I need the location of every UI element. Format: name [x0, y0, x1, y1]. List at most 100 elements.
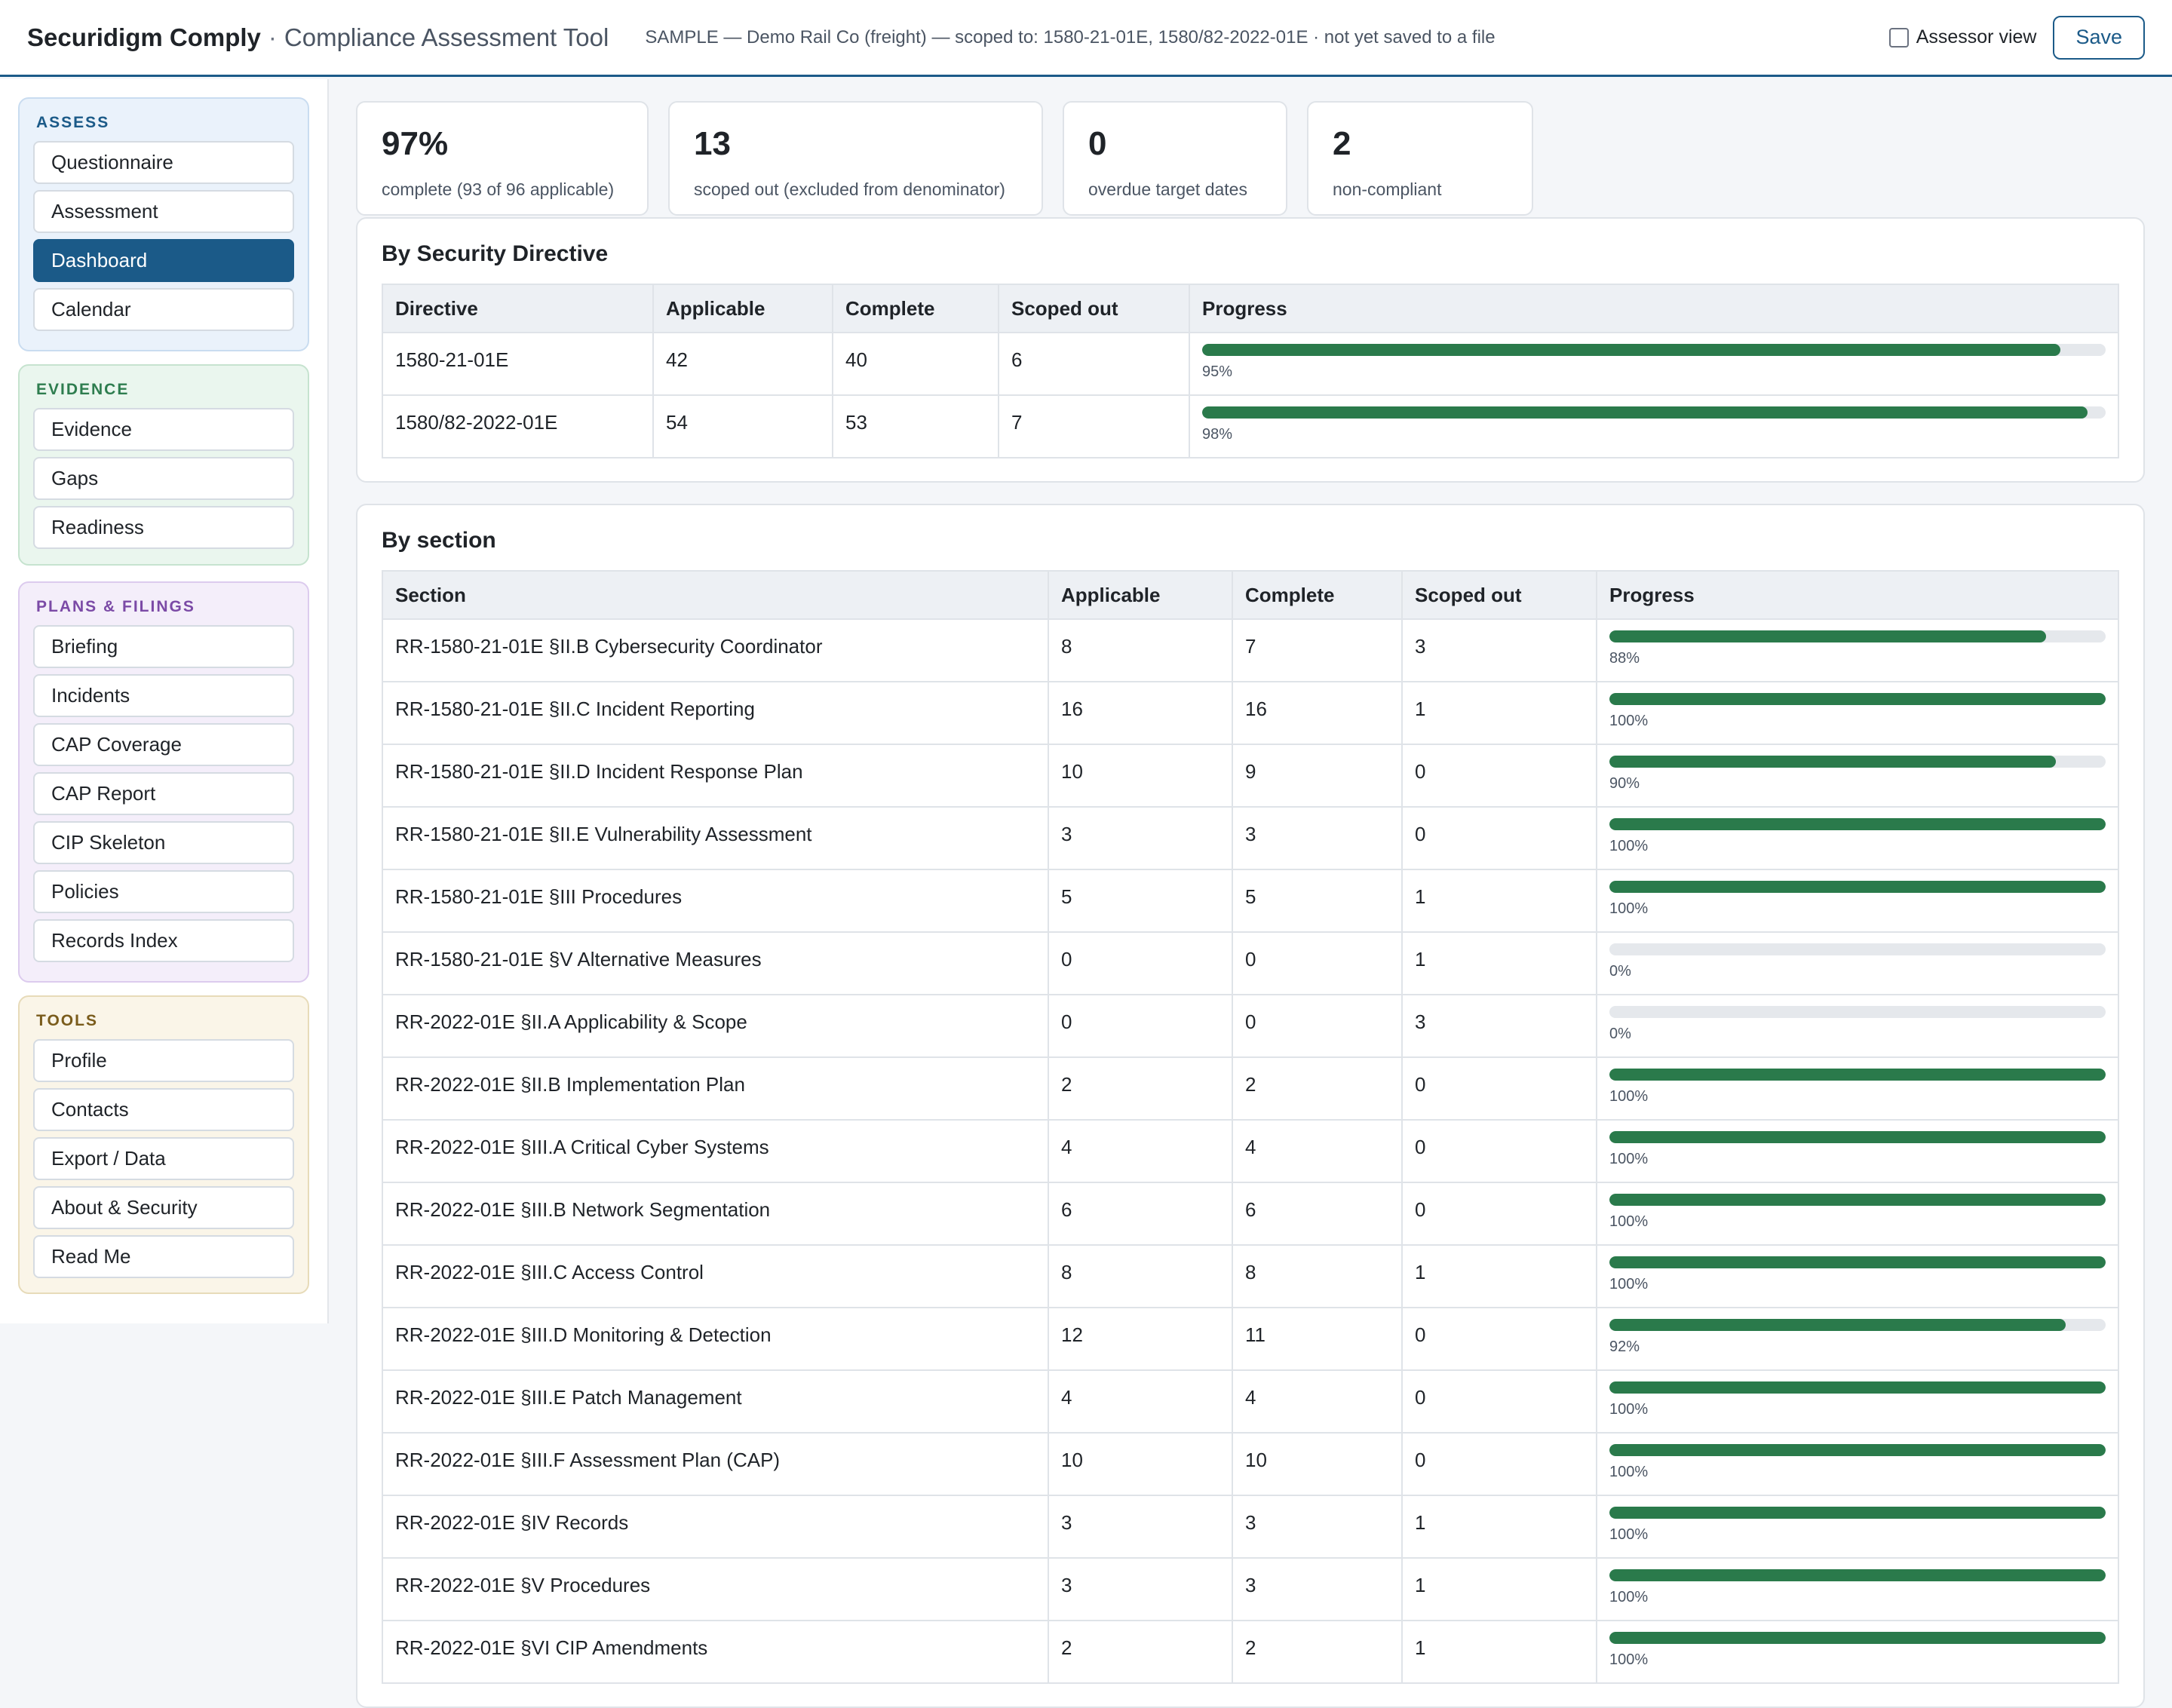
- column-header: Progress: [1189, 284, 2119, 333]
- cell-applicable: 12: [1048, 1307, 1233, 1371]
- progress-percent: 100%: [1609, 1213, 1649, 1230]
- stat-value: 0: [1088, 125, 1107, 162]
- cell-scoped-out: 0: [1401, 1182, 1597, 1246]
- stat-card-scoped-out: 13 scoped out (excluded from denominator…: [668, 101, 1043, 216]
- progress-bar: [1609, 943, 2106, 955]
- stat-value: 2: [1333, 125, 1351, 162]
- progress-percent: 100%: [1609, 1526, 1649, 1543]
- cell-scoped-out: 6: [998, 332, 1190, 396]
- sidebar-item-readiness[interactable]: Readiness: [33, 506, 294, 549]
- sidebar-item-cap-coverage[interactable]: CAP Coverage: [33, 723, 294, 766]
- sidebar-item-export-data[interactable]: Export / Data: [33, 1137, 294, 1180]
- table-row: 1580/82-2022-01E 54 53 7 98%: [382, 394, 2119, 458]
- save-button[interactable]: Save: [2053, 15, 2145, 60]
- cell-name: RR-2022-01E §III.C Access Control: [382, 1244, 1049, 1308]
- sidebar-item-contacts[interactable]: Contacts: [33, 1088, 294, 1131]
- app-subtitle: Compliance Assessment Tool: [284, 23, 609, 51]
- cell-applicable: 4: [1048, 1369, 1233, 1434]
- progress-percent: 98%: [1202, 426, 1233, 443]
- by-section-card: By section Section Applicable Complete S…: [356, 504, 2145, 1708]
- cell-scoped-out: 3: [1401, 618, 1597, 682]
- cell-applicable: 0: [1048, 994, 1233, 1058]
- progress-percent: 95%: [1202, 363, 1233, 380]
- cell-name: RR-2022-01E §II.A Applicability & Scope: [382, 994, 1049, 1058]
- progress-percent: 100%: [1609, 1276, 1649, 1292]
- cell-name: RR-1580-21-01E §II.D Incident Response P…: [382, 744, 1049, 808]
- nav-group-tools: TOOLS Profile Contacts Export / Data About …: [18, 995, 309, 1294]
- cell-applicable: 8: [1048, 618, 1233, 682]
- cell-applicable: 16: [1048, 681, 1233, 745]
- stat-label: non-compliant: [1333, 179, 1442, 199]
- cell-complete: 7: [1232, 618, 1403, 682]
- assessor-view-checkbox[interactable]: [1888, 27, 1909, 48]
- stat-card-complete: 97% complete (93 of 96 applicable): [356, 101, 649, 216]
- cell-complete: 6: [1232, 1182, 1403, 1246]
- sidebar-item-policies[interactable]: Policies: [33, 870, 294, 913]
- sidebar-item-assessment[interactable]: Assessment: [33, 190, 294, 233]
- progress-fill: [1609, 1507, 2106, 1519]
- sidebar-item-cap-report[interactable]: CAP Report: [33, 772, 294, 815]
- sidebar-item-gaps[interactable]: Gaps: [33, 457, 294, 500]
- cell-progress: 100%: [1596, 1369, 2119, 1434]
- sidebar-item-cip-skeleton[interactable]: CIP Skeleton: [33, 821, 294, 864]
- cell-progress: 100%: [1596, 869, 2119, 933]
- cell-complete: 3: [1232, 1495, 1403, 1559]
- progress-bar: [1609, 630, 2106, 642]
- cell-scoped-out: 1: [1401, 681, 1597, 745]
- column-header: Complete: [1232, 570, 1403, 620]
- sidebar-item-about-security[interactable]: About & Security: [33, 1186, 294, 1229]
- progress-percent: 90%: [1609, 775, 1640, 792]
- table-row: RR-2022-01E §III.B Network Segmentation 6…: [382, 1182, 2119, 1246]
- assessor-view-toggle[interactable]: Assessor view: [1888, 26, 2036, 48]
- nav-group-plans: PLANS & FILINGS Briefing Incidents CAP Cov…: [18, 581, 309, 983]
- sidebar-item-dashboard[interactable]: Dashboard: [33, 239, 294, 282]
- cell-progress: 100%: [1596, 1182, 2119, 1246]
- progress-percent: 100%: [1609, 1401, 1649, 1418]
- cell-name: 1580-21-01E: [382, 332, 654, 396]
- progress-percent: 88%: [1609, 650, 1640, 667]
- cell-progress: 100%: [1596, 1620, 2119, 1684]
- sidebar-item-briefing[interactable]: Briefing: [33, 625, 294, 668]
- progress-bar: [1202, 344, 2106, 356]
- column-header: Scoped out: [1401, 570, 1597, 620]
- cell-complete: 5: [1232, 869, 1403, 933]
- by-section-table: Section Applicable Complete Scoped out P…: [382, 570, 2119, 1684]
- cell-name: 1580/82-2022-01E: [382, 394, 654, 458]
- table-row: 1580-21-01E 42 40 6 95%: [382, 332, 2119, 396]
- sidebar-item-read-me[interactable]: Read Me: [33, 1235, 294, 1278]
- cell-complete: 9: [1232, 744, 1403, 808]
- cell-applicable: 3: [1048, 1495, 1233, 1559]
- cell-complete: 4: [1232, 1369, 1403, 1434]
- progress-fill: [1609, 693, 2106, 705]
- sidebar-item-questionnaire[interactable]: Questionnaire: [33, 141, 294, 184]
- cell-complete: 3: [1232, 1557, 1403, 1621]
- sidebar-item-records-index[interactable]: Records Index: [33, 919, 294, 962]
- cell-name: RR-2022-01E §III.F Assessment Plan (CAP): [382, 1432, 1049, 1496]
- progress-fill: [1609, 1319, 2066, 1331]
- cell-scoped-out: 1: [1401, 931, 1597, 995]
- cell-name: RR-2022-01E §VI CIP Amendments: [382, 1620, 1049, 1684]
- progress-percent: 0%: [1609, 1026, 1631, 1042]
- sidebar-item-calendar[interactable]: Calendar: [33, 288, 294, 331]
- sidebar-item-incidents[interactable]: Incidents: [33, 674, 294, 717]
- progress-fill: [1609, 1444, 2106, 1456]
- stat-label: scoped out (excluded from denominator): [694, 179, 1005, 199]
- sidebar-item-evidence[interactable]: Evidence: [33, 408, 294, 451]
- stat-cards: 97% complete (93 of 96 applicable) 13 sc…: [356, 101, 2145, 216]
- cell-progress: 88%: [1596, 618, 2119, 682]
- cell-progress: 90%: [1596, 744, 2119, 808]
- nav-group-assess: ASSESS Questionnaire Assessment Dashboard C…: [18, 97, 309, 351]
- cell-complete: 4: [1232, 1119, 1403, 1183]
- sidebar-item-profile[interactable]: Profile: [33, 1039, 294, 1082]
- progress-bar: [1609, 1256, 2106, 1268]
- cell-complete: 2: [1232, 1620, 1403, 1684]
- table-row: RR-2022-01E §III.A Critical Cyber System…: [382, 1119, 2119, 1183]
- progress-bar: [1609, 1319, 2106, 1331]
- table-row: RR-1580-21-01E §II.C Incident Reporting 1…: [382, 681, 2119, 745]
- cell-name: RR-1580-21-01E §II.B Cybersecurity Coord…: [382, 618, 1049, 682]
- progress-percent: 100%: [1609, 1088, 1649, 1105]
- stat-card-non-compliant: 2 non-compliant: [1307, 101, 1533, 216]
- cell-name: RR-1580-21-01E §V Alternative Measures: [382, 931, 1049, 995]
- cell-complete: 3: [1232, 806, 1403, 870]
- cell-name: RR-2022-01E §III.E Patch Management: [382, 1369, 1049, 1434]
